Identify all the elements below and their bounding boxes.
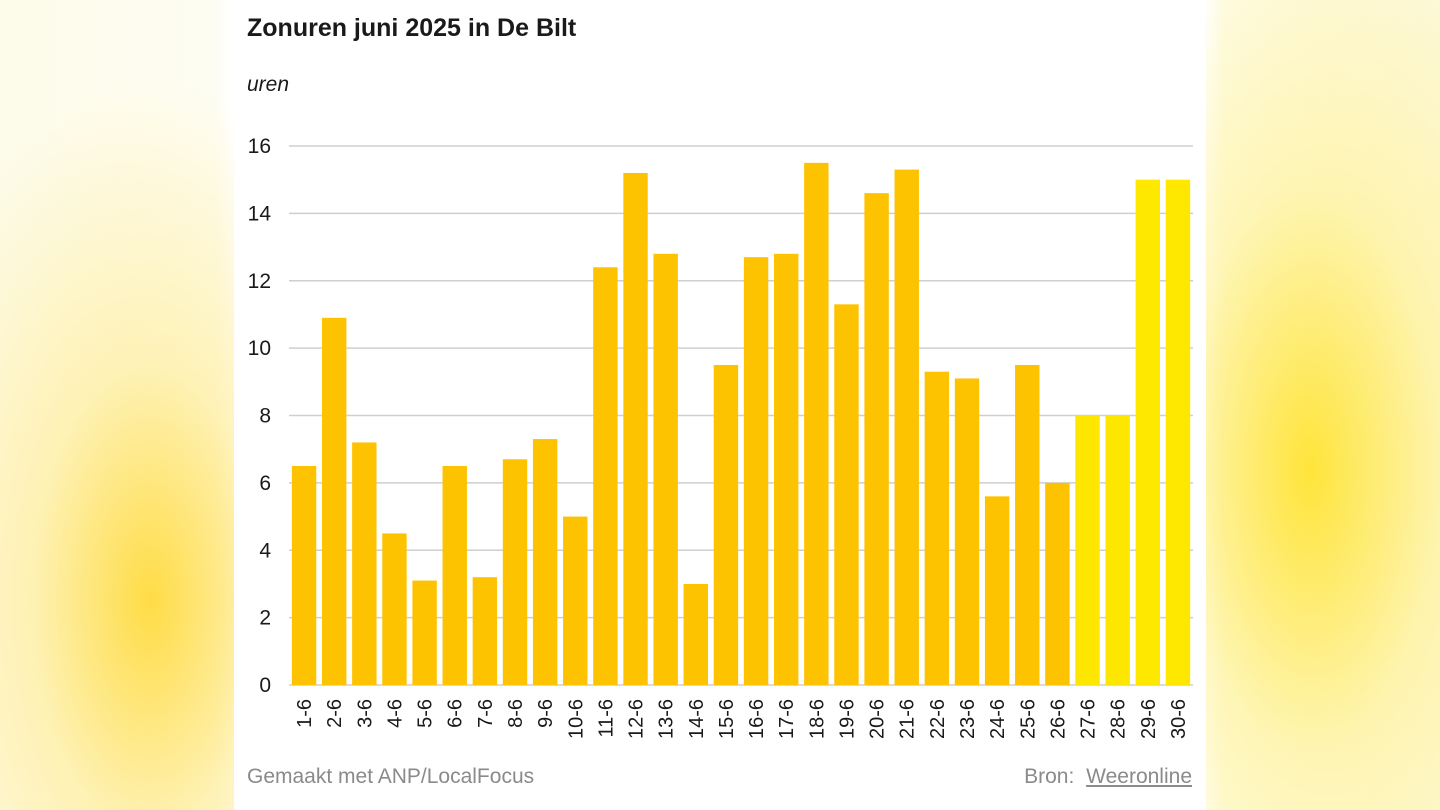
x-tick-label: 21-6 <box>897 699 919 739</box>
bar-17-6[interactable] <box>774 253 799 686</box>
x-tick-label: 4-6 <box>384 699 406 728</box>
bar-21-6[interactable] <box>894 169 919 685</box>
bar-25-6[interactable] <box>1015 364 1040 685</box>
x-tick-label: 13-6 <box>656 699 678 739</box>
x-tick-label: 23-6 <box>957 699 979 739</box>
x-tick-label: 19-6 <box>836 699 858 739</box>
bar-22-6[interactable] <box>924 371 950 685</box>
bar-5-6[interactable] <box>412 580 437 685</box>
y-tick-label: 0 <box>259 674 271 697</box>
bar-28-6[interactable] <box>1105 415 1130 686</box>
y-axis-unit-label: uren <box>247 73 290 96</box>
x-tick-label: 10-6 <box>565 699 587 739</box>
x-tick-label: 22-6 <box>927 699 949 739</box>
bar-10-6[interactable] <box>563 516 588 685</box>
x-tick-label: 1-6 <box>294 699 316 728</box>
bar-3-6[interactable] <box>352 442 377 685</box>
x-tick-label: 24-6 <box>987 699 1009 739</box>
bar-23-6[interactable] <box>954 378 980 685</box>
x-tick-label: 16-6 <box>746 699 768 739</box>
x-tick-label: 17-6 <box>776 699 798 739</box>
x-tick-label: 8-6 <box>505 699 527 728</box>
bar-12-6[interactable] <box>623 172 648 685</box>
source-prefix: Bron: <box>1024 765 1075 788</box>
y-tick-label: 16 <box>248 135 271 158</box>
bar-19-6[interactable] <box>834 304 859 685</box>
y-axis-ticks: 0 2 4 6 8 10 12 14 16 <box>248 135 272 697</box>
bar-14-6[interactable] <box>683 583 709 685</box>
x-tick-label: 5-6 <box>415 699 437 728</box>
x-tick-label: 7-6 <box>475 699 497 728</box>
source-link[interactable]: Weeronline <box>1086 765 1192 788</box>
x-tick-label: 26-6 <box>1047 699 1069 739</box>
x-tick-label: 14-6 <box>686 699 708 739</box>
bar-11-6[interactable] <box>593 267 618 685</box>
y-tick-label: 12 <box>248 270 271 293</box>
bar-8-6[interactable] <box>502 459 528 685</box>
y-tick-label: 8 <box>259 405 271 428</box>
x-tick-label: 18-6 <box>806 699 828 739</box>
y-tick-label: 4 <box>259 539 271 562</box>
x-tick-label: 3-6 <box>354 699 376 728</box>
x-tick-label: 20-6 <box>867 699 889 739</box>
bar-18-6[interactable] <box>804 162 829 686</box>
x-tick-label: 12-6 <box>626 699 648 739</box>
bar-16-6[interactable] <box>743 257 769 685</box>
bar-9-6[interactable] <box>532 439 558 685</box>
bar-20-6[interactable] <box>864 193 889 685</box>
bars <box>291 162 1191 686</box>
bar-29-6[interactable] <box>1135 179 1161 685</box>
bar-13-6[interactable] <box>653 253 678 686</box>
y-tick-label: 6 <box>259 472 271 495</box>
x-tick-label: 15-6 <box>716 699 738 739</box>
bar-4-6[interactable] <box>382 533 407 685</box>
x-axis-ticks: 1-6 2-6 3-6 4-6 5-6 6-6 7-6 8-6 9-6 10-6 11-6 12-6 1… <box>294 699 1190 739</box>
x-tick-label: 30-6 <box>1168 699 1190 739</box>
x-tick-label: 29-6 <box>1138 699 1160 739</box>
x-tick-label: 28-6 <box>1108 699 1130 739</box>
bar-26-6[interactable] <box>1045 482 1070 686</box>
bar-27-6[interactable] <box>1075 415 1100 686</box>
x-tick-label: 6-6 <box>445 699 467 728</box>
x-tick-label: 11-6 <box>595 699 617 738</box>
made-with-credit: Gemaakt met ANP/LocalFocus <box>247 765 535 788</box>
bar-24-6[interactable] <box>984 496 1010 685</box>
bar-6-6[interactable] <box>442 466 467 685</box>
x-tick-label: 2-6 <box>324 699 346 728</box>
bar-2-6[interactable] <box>322 317 347 685</box>
bar-7-6[interactable] <box>472 577 498 685</box>
x-tick-label: 25-6 <box>1017 699 1039 739</box>
source-credit: Bron: Weeronline <box>1024 765 1192 789</box>
bar-15-6[interactable] <box>713 364 739 685</box>
gridlines <box>289 145 1193 686</box>
y-tick-label: 2 <box>259 607 271 630</box>
x-tick-label: 27-6 <box>1078 699 1100 739</box>
bar-30-6[interactable] <box>1165 179 1191 685</box>
chart-title: Zonuren juni 2025 in De Bilt <box>247 14 577 42</box>
y-tick-label: 14 <box>248 202 272 225</box>
x-tick-label: 9-6 <box>535 699 557 728</box>
y-tick-label: 10 <box>248 337 271 360</box>
bar-1-6[interactable] <box>291 466 317 685</box>
